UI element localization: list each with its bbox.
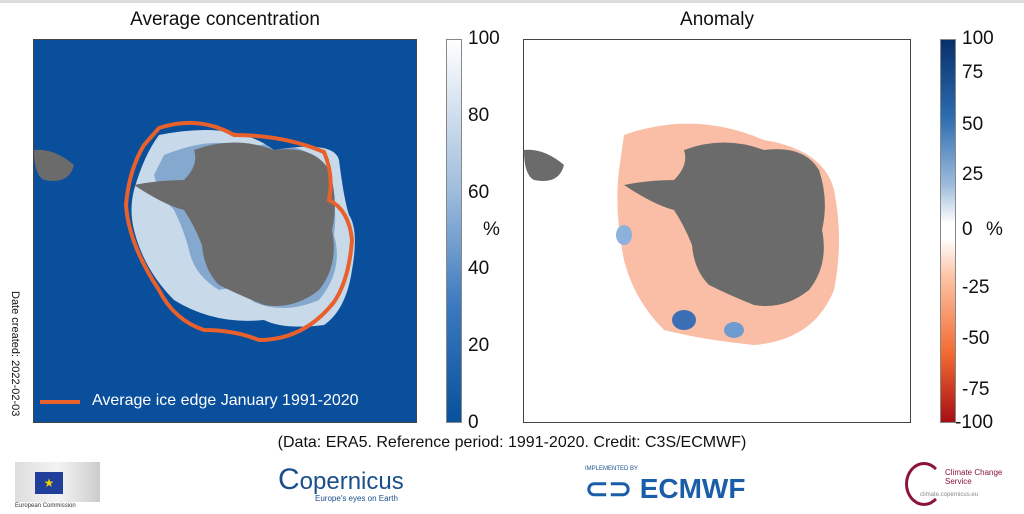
date-created: Date created: 2022-02-03	[9, 291, 21, 417]
copernicus-text: opernicus	[299, 468, 404, 495]
ecmwf-pretext: IMPLEMENTED BY	[585, 466, 639, 472]
credit-line: (Data: ERA5. Reference period: 1991-2020…	[277, 434, 747, 451]
concentration-map: Average ice edge January 1991-2020	[33, 39, 417, 423]
c3s-logo	[905, 462, 943, 506]
cb-tick: 50	[962, 114, 984, 135]
cb-tick: 80	[468, 105, 490, 126]
legend-line-swatch	[40, 400, 80, 404]
cb-tick: 0	[468, 412, 479, 433]
ice-edge-line	[123, 120, 355, 343]
concentration-map-svg	[34, 120, 355, 343]
ecmwf-text: ECMWF	[639, 473, 746, 504]
cb-tick: 100	[962, 28, 994, 49]
cb-tick: -50	[962, 328, 990, 349]
cb-tick: 20	[468, 335, 490, 356]
south-america-land	[34, 149, 74, 181]
legend-label: Average ice edge January 1991-2020	[92, 392, 359, 409]
copernicus-tagline: Europe's eyes on Earth	[315, 494, 398, 503]
cb-unit: %	[986, 219, 1003, 240]
copernicus-logo: Copernicus	[278, 463, 404, 496]
cb-tick: 0	[962, 219, 973, 240]
right-title: Anomaly	[680, 9, 754, 30]
cb-tick: 75	[962, 62, 984, 83]
positive-anomaly	[616, 225, 632, 245]
south-america-land	[524, 149, 564, 181]
positive-anomaly	[724, 322, 744, 338]
cb-tick: 100	[468, 28, 500, 49]
positive-anomaly	[672, 310, 696, 330]
cb-tick: 25	[962, 164, 984, 185]
ec-logo-text: European Commission	[15, 503, 76, 509]
cb-tick: -100	[955, 412, 994, 433]
antarctica-land	[624, 142, 825, 306]
anomaly-map	[523, 39, 911, 423]
antarctica-land	[134, 142, 335, 306]
cb-tick: -75	[962, 379, 990, 400]
cb-tick: 40	[468, 258, 490, 279]
ecmwf-logo: ⊂⊃ ECMWF	[585, 473, 746, 504]
cb-tick: 60	[468, 182, 490, 203]
cb-tick: -25	[962, 277, 990, 298]
ec-logo: ★	[15, 462, 100, 502]
anomaly-map-svg	[524, 123, 839, 346]
c3s-url: climate.copernicus.eu	[920, 492, 979, 498]
concentration-colorbar	[446, 39, 462, 423]
c3s-text: Climate Change Service	[945, 468, 1003, 486]
cb-unit: %	[483, 219, 500, 240]
top-border	[0, 0, 1024, 3]
left-title: Average concentration	[130, 9, 320, 30]
anomaly-colorbar	[940, 39, 956, 423]
